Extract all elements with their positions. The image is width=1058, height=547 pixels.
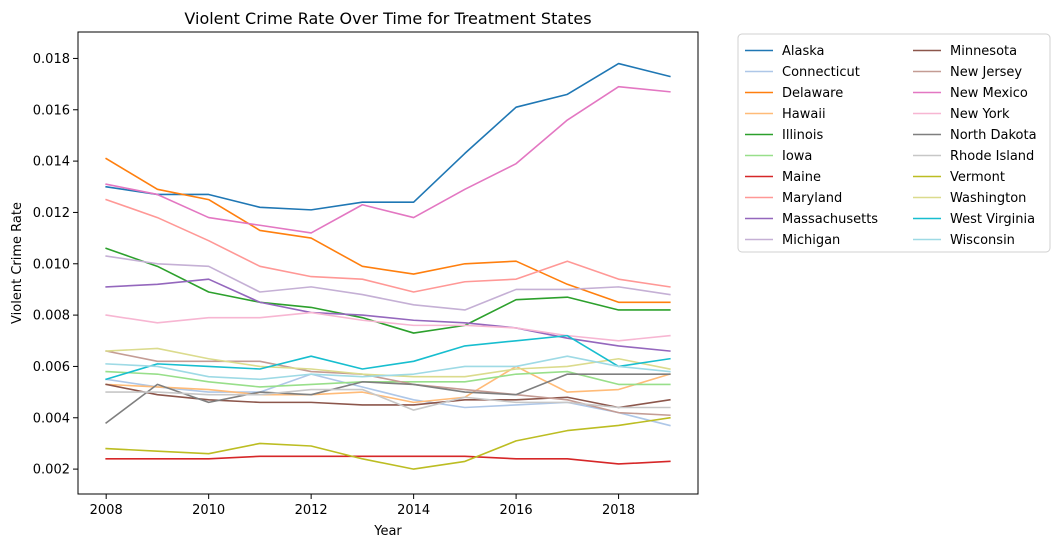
y-tick-label: 0.012 (33, 206, 70, 221)
legend-label-rhode-island: Rhode Island (950, 149, 1034, 164)
legend-label-illinois: Illinois (782, 128, 823, 143)
series-line-new-york (105, 311, 671, 342)
series-line-maryland (105, 198, 671, 293)
series-line-delaware (105, 157, 671, 304)
plot-frame (77, 31, 699, 495)
y-axis-label: Violent Crime Rate (10, 202, 25, 324)
legend-label-minnesota: Minnesota (950, 44, 1017, 59)
x-tick-label: 2010 (192, 503, 225, 518)
series-line-hawaii (105, 365, 671, 404)
legend-label-iowa: Iowa (782, 149, 812, 164)
series-line-wisconsin (105, 355, 671, 381)
series-line-alaska (105, 62, 671, 211)
legend-label-delaware: Delaware (782, 86, 843, 101)
y-tick-label: 0.010 (33, 257, 70, 272)
legend-label-maryland: Maryland (782, 191, 842, 206)
series-line-north-dakota (105, 373, 671, 425)
y-tick-label: 0.002 (33, 463, 70, 478)
legend-label-hawaii: Hawaii (782, 107, 826, 122)
series-line-connecticut (105, 373, 671, 427)
legend: Alaska Connecticut Delaware Hawaii Illinois I… (737, 33, 1051, 253)
legend-label-north-dakota: North Dakota (950, 128, 1037, 143)
y-tick-label: 0.018 (33, 52, 70, 67)
series-line-rhode-island (105, 388, 671, 411)
y-tick-label: 0.014 (33, 155, 70, 170)
series-line-new-jersey (105, 350, 671, 417)
x-tick-label: 2008 (90, 503, 123, 518)
series-line-michigan (105, 255, 671, 311)
series-line-vermont (105, 416, 671, 470)
x-tick-label: 2016 (500, 503, 533, 518)
series-line-massachusetts (105, 278, 671, 352)
legend-label-new-jersey: New Jersey (950, 65, 1022, 80)
y-axis: 0.002 0.004 0.006 0.008 0.010 0.012 0.014 0.016… (33, 52, 78, 478)
legend-label-west-virginia: West Virginia (950, 212, 1035, 227)
legend-label-connecticut: Connecticut (782, 65, 860, 80)
series-line-maine (105, 455, 671, 465)
legend-label-massachusetts: Massachusetts (782, 212, 878, 227)
x-axis-label: Year (373, 524, 402, 539)
series-line-illinois (105, 247, 671, 334)
legend-label-new-mexico: New Mexico (950, 86, 1028, 101)
y-tick-label: 0.008 (33, 309, 70, 324)
x-tick-label: 2014 (397, 503, 430, 518)
legend-label-michigan: Michigan (782, 233, 840, 248)
y-tick-label: 0.006 (33, 360, 70, 375)
y-tick-label: 0.004 (33, 411, 70, 426)
legend-label-new-york: New York (950, 107, 1010, 122)
legend-label-alaska: Alaska (782, 44, 825, 59)
series-line-new-mexico (105, 85, 671, 234)
legend-label-wisconsin: Wisconsin (950, 233, 1015, 248)
legend-frame (737, 33, 1051, 253)
y-tick-label: 0.016 (33, 103, 70, 118)
legend-label-maine: Maine (782, 170, 821, 185)
chart-title: Violent Crime Rate Over Time for Treatme… (184, 9, 591, 28)
legend-label-washington: Washington (950, 191, 1026, 206)
plot-area (105, 62, 671, 470)
x-tick-label: 2012 (295, 503, 328, 518)
x-axis: 2008 2010 2012 2014 2016 2018 (90, 494, 635, 518)
x-tick-label: 2018 (602, 503, 635, 518)
series-line-west-virginia (105, 334, 671, 381)
legend-label-vermont: Vermont (950, 170, 1005, 185)
